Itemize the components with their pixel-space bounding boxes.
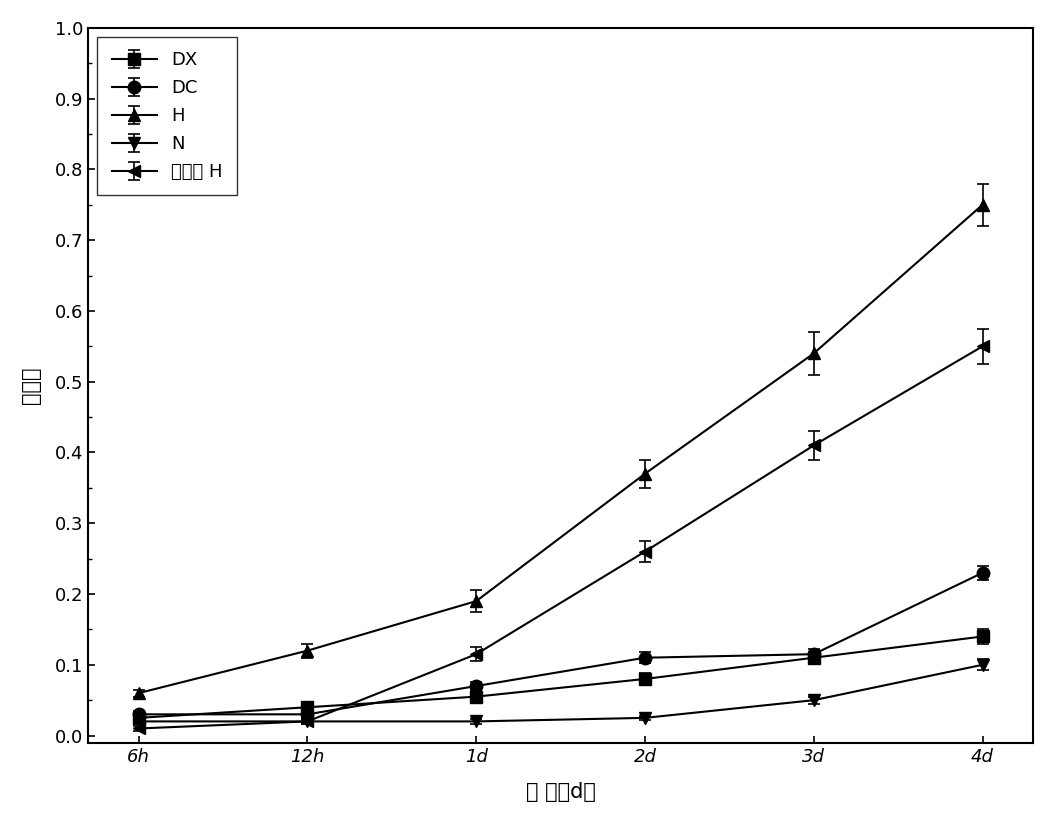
Legend: DX, DC, H, N, 粗酶液 H: DX, DC, H, N, 粗酶液 H <box>97 37 237 196</box>
Y-axis label: 脱色率: 脱色率 <box>21 366 41 404</box>
X-axis label: 时 间（d）: 时 间（d） <box>526 782 596 802</box>
